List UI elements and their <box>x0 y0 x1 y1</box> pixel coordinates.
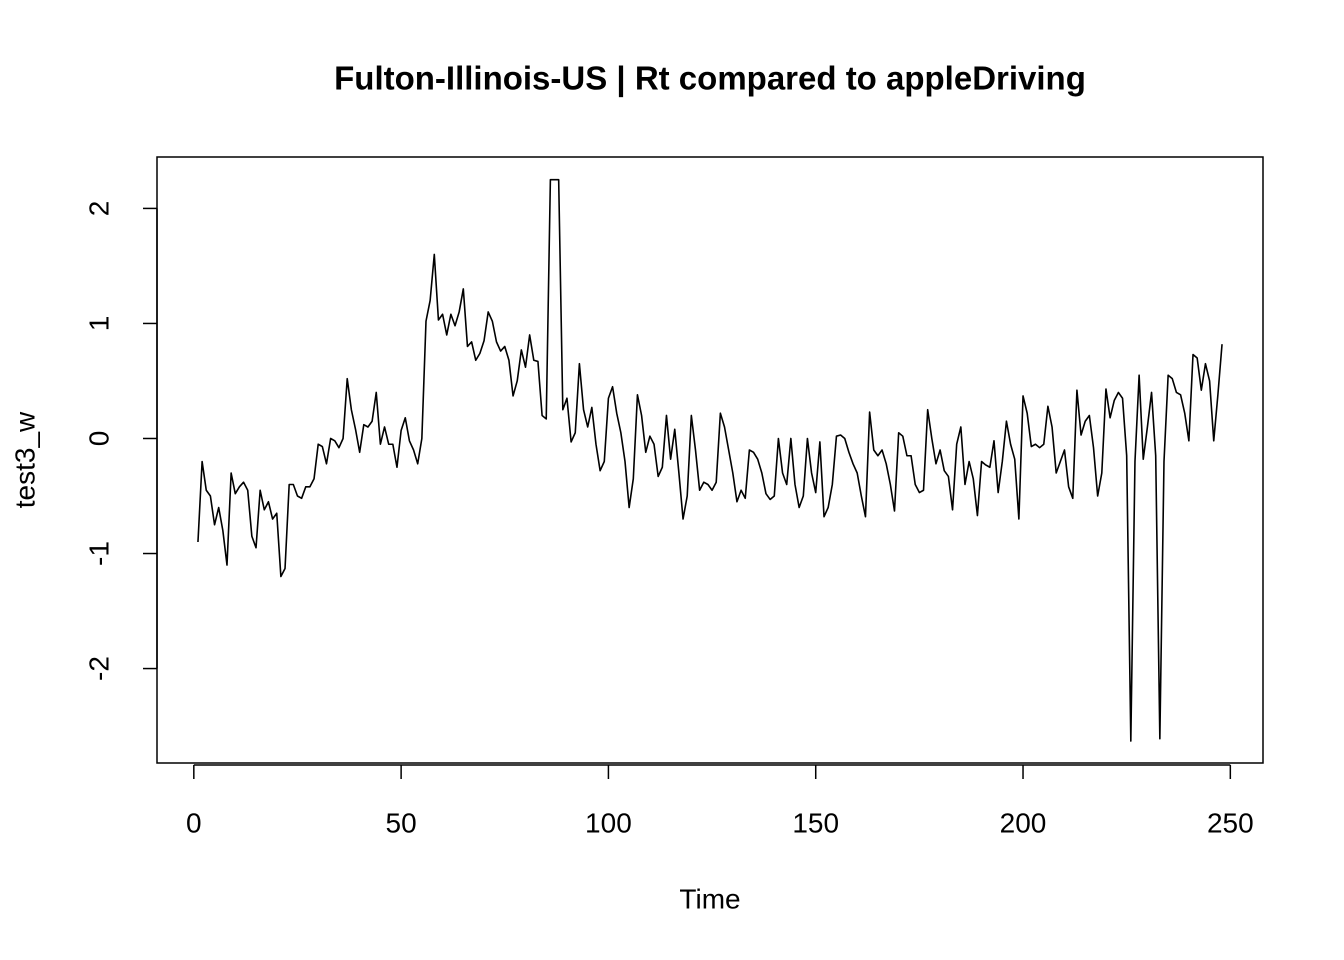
x-tick-label: 200 <box>1000 807 1047 838</box>
x-tick-label: 150 <box>792 807 839 838</box>
y-tick-label: 0 <box>83 431 114 447</box>
y-tick-label: -2 <box>83 656 114 681</box>
x-tick-label: 0 <box>186 807 202 838</box>
y-tick-label: 1 <box>83 316 114 332</box>
x-tick-label: 100 <box>585 807 632 838</box>
chart-title: Fulton-Illinois-US | Rt compared to appl… <box>334 60 1086 97</box>
y-axis-label: test3_w <box>9 411 40 508</box>
data-line <box>197 178 1223 742</box>
plot-frame <box>156 156 1264 764</box>
x-tick-label: 250 <box>1207 807 1254 838</box>
x-tick-label: 50 <box>386 807 417 838</box>
y-tick-label: -1 <box>83 541 114 566</box>
y-tick-label: 2 <box>83 201 114 217</box>
x-axis-label: Time <box>679 883 740 914</box>
